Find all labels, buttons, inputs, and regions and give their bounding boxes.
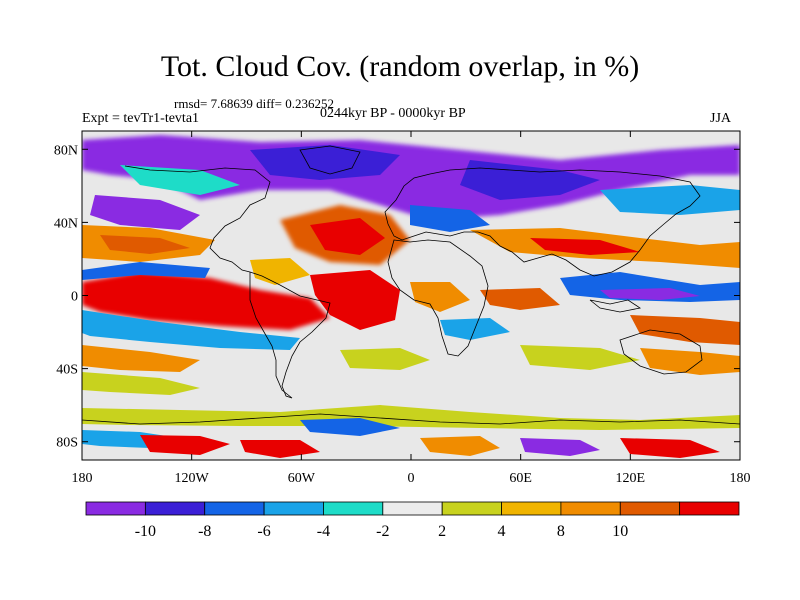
coastlines: [82, 145, 740, 425]
plot-title: Tot. Cloud Cov. (random overlap, in %): [160, 50, 640, 83]
colorbar-label: 4: [498, 523, 506, 540]
colorbar-swatch: [323, 501, 384, 516]
colorbar-label: -6: [257, 523, 270, 540]
colorbar-label: -8: [198, 523, 211, 540]
colorbar-swatch: [441, 501, 502, 516]
lat-tick-label: 40N: [54, 216, 78, 231]
colorbar: -10 -8 -6 -4 -2 2 4 8 10: [85, 501, 740, 540]
colorbar-swatch: [204, 501, 265, 516]
colorbar-swatch: [619, 501, 681, 516]
season-label: JJA: [710, 111, 732, 126]
lon-tick-label: 60W: [288, 471, 316, 486]
anomaly-field: [82, 135, 740, 458]
lon-tick-label: 60E: [509, 471, 532, 486]
colorbar-label: -4: [317, 523, 330, 540]
colorbar-swatch: [382, 501, 443, 516]
colorbar-swatch: [560, 501, 621, 516]
lon-tick-label: 180: [730, 471, 751, 486]
lat-tick-label: 0: [71, 290, 78, 305]
lon-tick-label: 120W: [175, 471, 210, 486]
lat-tick-label: 80N: [54, 143, 78, 158]
lat-tick-label: 40S: [56, 363, 78, 378]
lon-tick-label: 180: [72, 471, 93, 486]
period-label: 0244kyr BP - 0000kyr BP: [320, 106, 466, 121]
colorbar-swatch: [679, 501, 740, 516]
colorbar-label: 8: [557, 523, 565, 540]
latitude-axis: 80N 40N 0 40S 80S: [54, 143, 740, 451]
colorbar-label: 2: [438, 523, 446, 540]
colorbar-label: 10: [612, 523, 628, 540]
longitude-axis: 180 120W 60W 0 60E 120E 180: [72, 131, 751, 486]
lon-tick-label: 0: [408, 471, 415, 486]
colorbar-swatch: [85, 501, 146, 516]
colorbar-swatch: [263, 501, 324, 516]
experiment-label: Expt = tevTr1-tevta1: [82, 111, 200, 126]
lon-tick-label: 120E: [616, 471, 646, 486]
lat-tick-label: 80S: [56, 436, 78, 451]
stats-text: rmsd= 7.68639 diff= 0.236252: [174, 96, 334, 111]
colorbar-label: -10: [135, 523, 156, 540]
colorbar-label: -2: [376, 523, 389, 540]
colorbar-swatch: [501, 501, 562, 516]
colorbar-swatch: [144, 501, 206, 516]
